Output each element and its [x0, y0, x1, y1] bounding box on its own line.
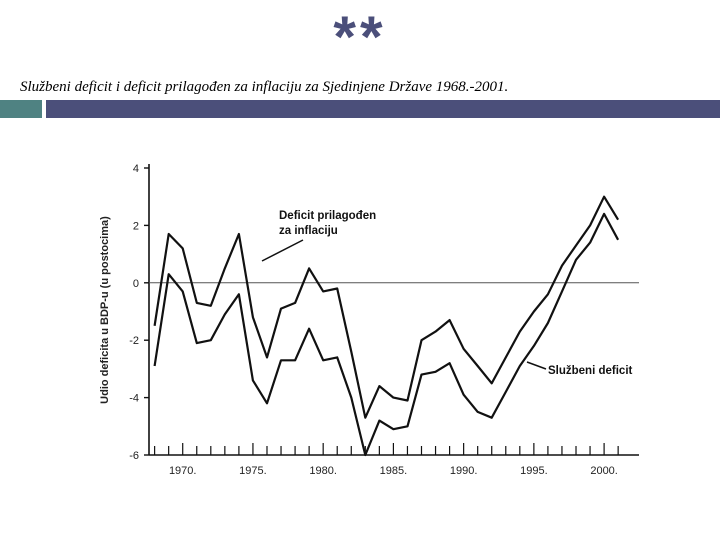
y-tick-label: 2: [133, 220, 139, 232]
annotation-pointer-official: [526, 361, 547, 370]
x-tick-label: 1980.: [309, 465, 337, 477]
series-line-inflation-adjusted: [153, 195, 620, 419]
x-tick-label: 2000.: [590, 465, 618, 477]
y-tick-label: 0: [133, 278, 139, 290]
annotation-inflation-line2: za inflaciju: [279, 225, 338, 237]
series-line-official: [153, 212, 620, 457]
y-tick-label: 4: [133, 163, 139, 175]
x-tick-label: 1975.: [239, 465, 267, 477]
x-tick-label: 1970.: [169, 465, 197, 477]
accent-bar-left: [0, 100, 42, 118]
series-group: [153, 195, 620, 457]
x-tick-label: 1985.: [380, 465, 408, 477]
x-tick-label: 1995.: [520, 465, 548, 477]
chart-ticks: 4 2 0 -2 -4 -6 1970. 1975. 1980. 1985. 1990. 1995. 2…: [129, 163, 619, 477]
y-axis-label: Udio deficita u BDP-u (u postocima): [99, 216, 111, 404]
x-tick-label: 1990.: [450, 465, 478, 477]
accent-bar-right: [46, 100, 720, 118]
annotation-pointer-inflation: [261, 239, 304, 262]
page-title: Službeni deficit i deficit prilagođen za…: [20, 79, 509, 95]
decorative-stars: **: [333, 5, 387, 70]
annotation-official: Službeni deficit: [548, 365, 633, 377]
deficit-line-chart: 4 2 0 -2 -4 -6 1970. 1975. 1980. 1985. 1990. 1995. 2…: [99, 163, 639, 477]
y-tick-label: -2: [129, 335, 139, 347]
y-tick-label: -4: [129, 393, 139, 405]
annotation-inflation-line1: Deficit prilagođen: [279, 210, 376, 222]
y-tick-label: -6: [129, 450, 139, 462]
chart-axes: [148, 164, 639, 456]
